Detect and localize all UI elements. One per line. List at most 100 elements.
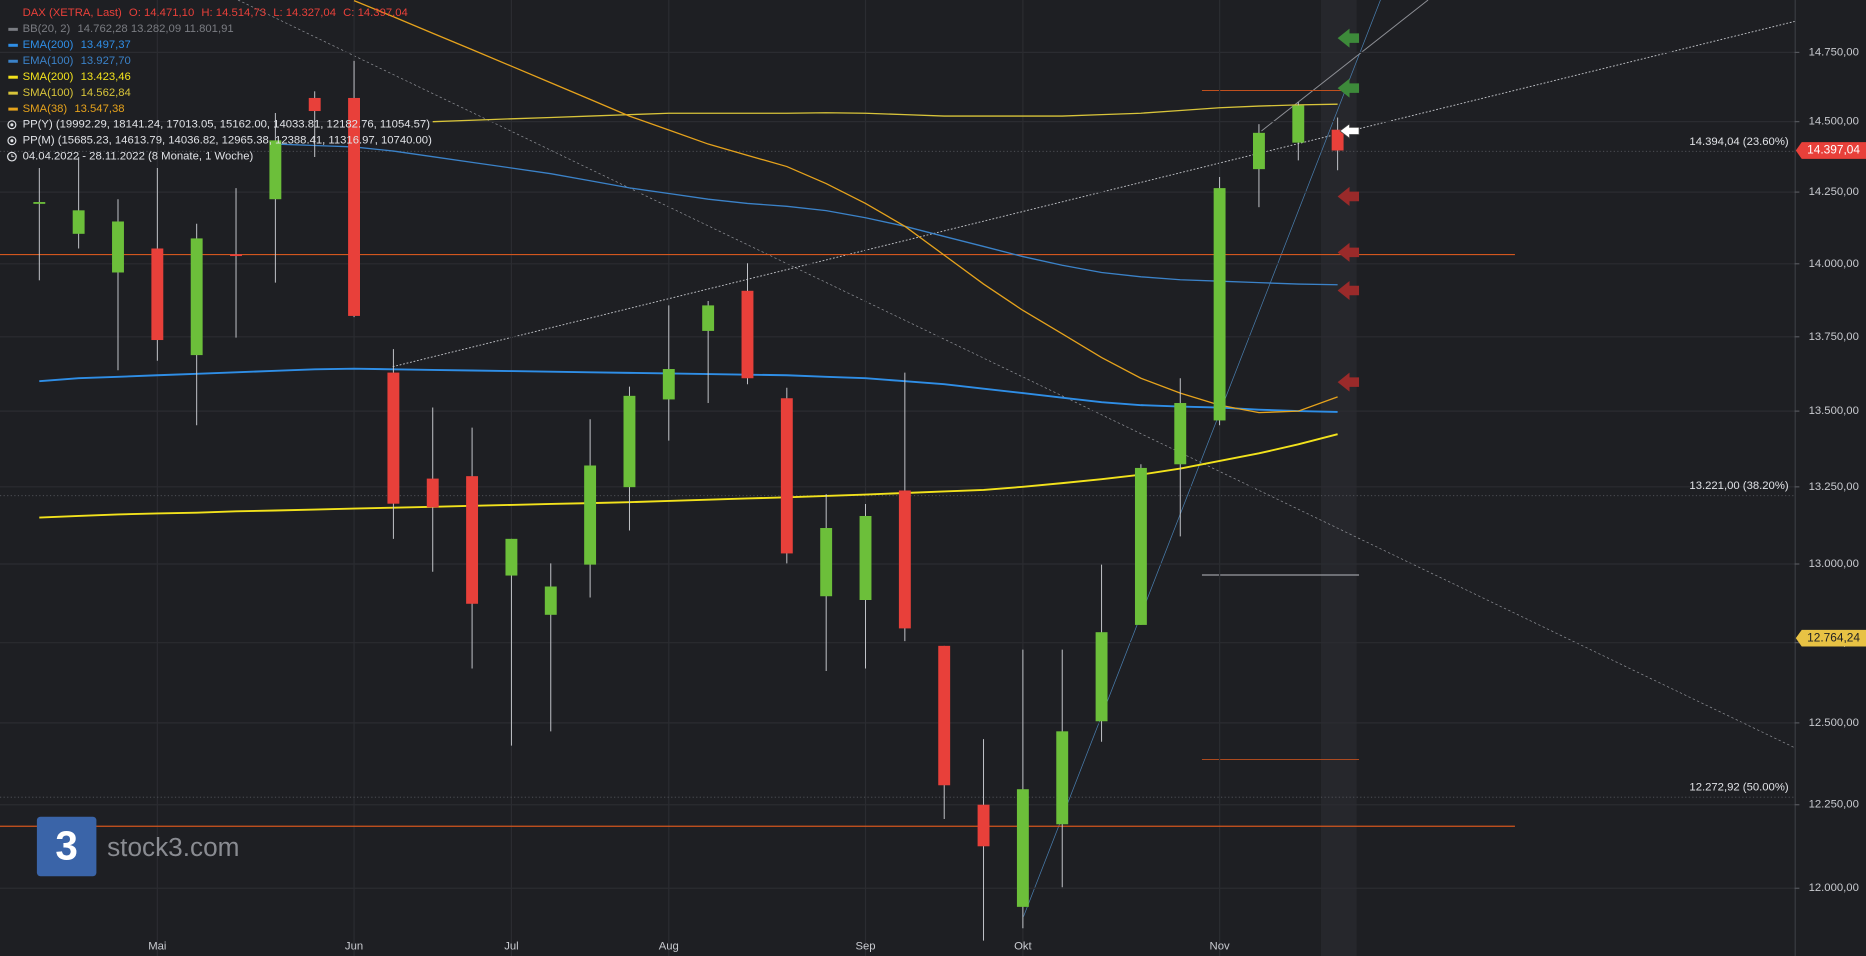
candle-body [308,97,321,112]
candle-body [977,804,990,847]
candle-body [1252,132,1265,170]
y-tick-label: 13.000,00 [1809,558,1859,570]
indicator-line [39,367,1338,413]
x-tick-label: Sep [855,940,875,952]
legend-value: 13.497,37 [81,39,131,51]
indicator-line [353,0,1338,414]
ohlc-label: O: 14.471,10 [129,7,194,19]
fib-label: 13.221,00 (38.20%) [1689,480,1788,492]
legend-entry: SMA(100) 14.562,84 [23,87,131,99]
trend-line [1023,0,1381,917]
x-tick-label: Okt [1014,940,1032,952]
x-tick-label: Aug [659,940,679,952]
logo-text: 3 [55,823,77,869]
legend-swatch [8,75,18,79]
candle-body [466,476,479,604]
price-tag [1795,629,1866,647]
legend-icon [10,123,14,127]
x-tick-label: Mai [148,940,166,952]
legend-name: SMA(100) [23,87,74,99]
legend-swatch [8,59,18,63]
legend-title-text: DAX (XETRA, Last) [23,7,122,19]
candle-body [72,210,85,234]
legend-entry: BB(20, 2) 14.762,28 13.282,09 11.801,91 [23,23,234,35]
legend-name: EMA(100) [23,55,74,67]
y-tick-label: 14.500,00 [1809,116,1859,128]
x-tick-label: Jun [345,940,363,952]
cursor-arrow [1339,123,1360,139]
legend-icon [7,120,17,130]
y-tick-label: 12.250,00 [1809,799,1859,811]
y-tick-label: 14.250,00 [1809,186,1859,198]
trend-line [1261,0,1429,132]
arrow-down [1337,186,1360,206]
legend-value: 13.547,38 [74,103,124,115]
candle-body [1134,467,1147,625]
legend-entry: PP(Y) (19992.29, 18141.24, 17013.05, 151… [23,119,431,131]
legend: DAX (XETRA, Last) O: 14.471,10 H: 14.514,7… [7,7,432,163]
watermark-text: stock3.com [107,832,239,862]
candle-body [702,305,715,331]
trend-line [392,20,1795,368]
legend-entry: SMA(200) 13.423,46 [23,71,131,83]
clock-icon [11,154,15,158]
candle-body [348,97,361,316]
candle-body [584,465,597,565]
current-period-band [1320,0,1357,956]
candle-body [230,254,242,257]
legend-icon [10,139,14,143]
candle-body [741,290,754,379]
candle-body [938,645,951,786]
ohlc-label: C: 14.397,04 [343,7,408,19]
legend-name: SMA(200) [23,71,74,83]
price-tag-label: 12.764,24 [1807,630,1860,644]
candle-body [898,490,911,629]
candle-body [112,221,124,273]
fib-label: 12.272,92 (50.00%) [1689,782,1788,794]
arrow-down [1337,372,1360,392]
watermark: 3 stock3.com [36,816,239,877]
arrow-down [1337,242,1360,262]
candle-body [1095,632,1108,722]
candle-body [623,395,636,488]
legend-swatch [8,43,18,47]
y-tick-label: 13.750,00 [1809,331,1859,343]
legend-title: DAX (XETRA, Last) O: 14.471,10 H: 14.514,7… [23,7,408,19]
indicator-line [275,143,1338,286]
candle-body [269,140,282,200]
candle-body [151,248,164,341]
candle-body [1174,403,1187,465]
x-tick-label: Jul [504,940,518,952]
candle-body [190,238,203,356]
ohlc-label: H: 14.514,73 [201,7,266,19]
fib-label: 14.394,04 (23.60%) [1689,136,1788,148]
legend-value: 13.927,70 [81,55,131,67]
legend-value: 13.423,46 [81,71,131,83]
y-tick-label: 12.000,00 [1809,882,1859,894]
candle-body [544,586,557,615]
candle-body [1016,789,1029,907]
candle-body [1213,188,1226,421]
trend-line [237,0,1795,748]
indicator-line [39,433,1338,519]
candle-body [859,515,872,601]
price-tag-label: 14.397,04 [1807,143,1860,157]
legend-icon [7,136,17,146]
legend-entry: SMA(38) 13.547,38 [23,103,125,115]
candle-body [505,538,518,576]
legend-name: SMA(38) [23,103,68,115]
x-tick-label: Nov [1210,940,1230,952]
clock-icon [7,151,17,162]
legend-swatch [8,27,18,31]
y-tick-label: 14.750,00 [1809,46,1859,58]
candle-body [820,528,833,597]
logo [36,816,97,877]
candle-body [387,372,400,504]
y-tick-label: 13.250,00 [1809,481,1859,493]
candle-body [662,369,675,400]
legend-entry: EMA(100) 13.927,70 [23,55,131,67]
